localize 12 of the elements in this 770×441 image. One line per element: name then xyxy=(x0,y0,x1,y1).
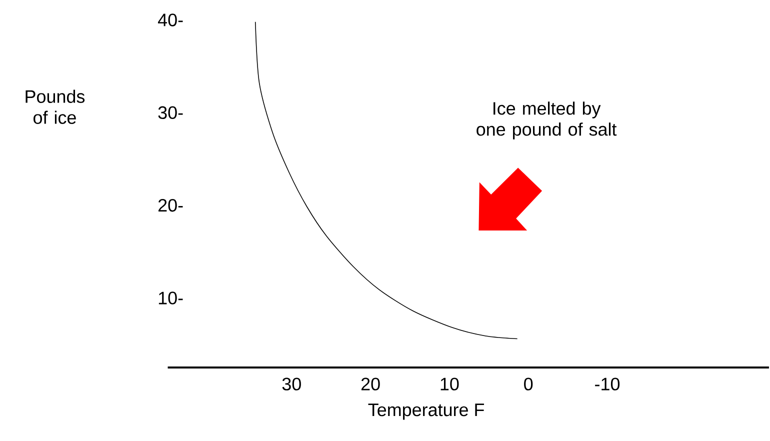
y-tick-label: 10- xyxy=(158,291,183,304)
annotation: Ice melted by one pound of salt xyxy=(476,101,617,140)
y-axis-title: Pounds of ice xyxy=(26,90,85,124)
x-tick-label: 20 xyxy=(361,377,380,390)
y-tick-label: 30- xyxy=(158,106,183,119)
x-tick-label: 0 xyxy=(524,377,533,390)
y-tick-label: 40- xyxy=(158,13,183,26)
y-tick-label: 20- xyxy=(158,198,183,212)
x-tick-label: -10 xyxy=(595,377,620,390)
x-tick-label: 30 xyxy=(282,377,301,390)
x-tick-label: 10 xyxy=(440,377,459,390)
x-axis-title: Temperature F xyxy=(368,403,484,420)
